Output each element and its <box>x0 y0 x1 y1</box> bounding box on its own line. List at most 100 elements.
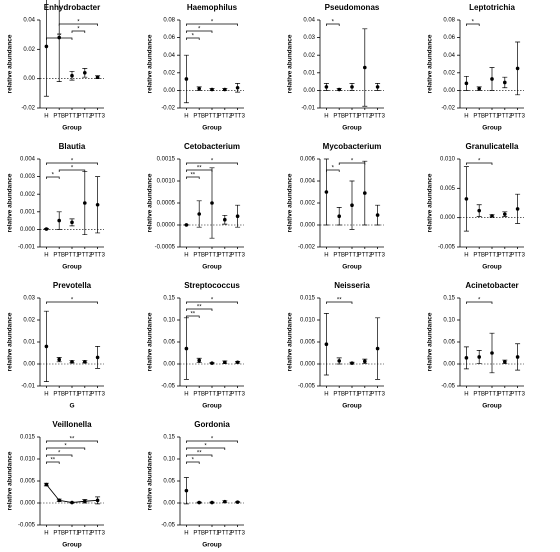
error-bar <box>56 0 62 82</box>
y-tick-label: 0.15 <box>443 296 455 302</box>
y-tick-label: 0.005 <box>20 479 36 485</box>
mean-dot <box>490 77 494 81</box>
y-tick-label: 0.010 <box>300 318 316 324</box>
x-tick-label: H <box>44 392 48 398</box>
mean-dot <box>375 85 380 89</box>
significance-bracket <box>186 301 238 304</box>
y-tick-label: 0.01 <box>23 340 35 346</box>
y-axis-label: relative abundance <box>287 173 294 232</box>
mean-dot <box>95 202 100 207</box>
x-tick-label: PTT1 <box>345 114 360 120</box>
y-tick-label: 0.05 <box>163 340 175 346</box>
mean-dot <box>235 214 240 218</box>
y-tick-label: 0.00 <box>163 501 175 507</box>
significance-label: * <box>211 20 214 26</box>
x-tick-label: PTT2 <box>77 531 92 537</box>
significance-bracket <box>186 169 213 172</box>
significance-bracket <box>58 23 98 26</box>
x-axis-label: Group <box>62 264 82 271</box>
mean-dot <box>184 77 189 81</box>
x-tick-label: H <box>44 114 48 120</box>
x-tick-label: PTT1 <box>345 253 360 259</box>
y-tick-label: 0.15 <box>163 296 175 302</box>
x-tick-label: PTB <box>53 392 65 398</box>
x-axis-label: Group <box>482 264 502 271</box>
mean-dot <box>70 73 74 78</box>
x-tick-label: PTB <box>473 253 485 259</box>
x-tick-label: PTT3 <box>510 253 525 259</box>
x-axis-label: Group <box>62 125 82 132</box>
mean-dot <box>490 214 494 218</box>
connect-line <box>46 484 98 504</box>
mean-dot <box>197 358 201 363</box>
significance-bracket <box>46 461 60 464</box>
mean-dot <box>223 499 227 504</box>
x-tick-label: PTT2 <box>497 253 512 259</box>
significance-label: * <box>77 20 80 26</box>
y-axis-label: relative abundance <box>7 312 14 371</box>
y-tick-label: 0.006 <box>300 157 316 163</box>
significance-bracket <box>46 447 86 450</box>
significance-label: ** <box>190 173 195 179</box>
significance-label: * <box>478 298 481 304</box>
x-tick-label: PTB <box>333 253 345 259</box>
significance-bracket <box>186 440 238 443</box>
y-tick-label: 0.06 <box>443 35 455 41</box>
x-tick-label: PTB <box>53 253 65 259</box>
significance-label: * <box>332 166 335 172</box>
x-tick-label: H <box>464 114 468 120</box>
y-tick-label: 0.0005 <box>157 201 176 207</box>
mean-dot <box>375 213 380 217</box>
y-tick-label: 0.010 <box>20 457 36 463</box>
y-tick-label: 0.000 <box>20 501 36 507</box>
y-tick-label: 0.005 <box>440 186 456 192</box>
mean-dot <box>515 66 520 71</box>
significance-label: * <box>472 20 475 26</box>
significance-label: * <box>204 444 207 450</box>
x-tick-label: PTT3 <box>90 253 105 259</box>
y-tick-label: 0.015 <box>20 435 36 441</box>
y-tick-label: 0.0010 <box>157 179 176 185</box>
panel-title: Leptotrichia <box>469 3 515 12</box>
y-tick-label: 0.001 <box>20 209 36 215</box>
mean-dot <box>57 218 61 223</box>
panel-title: Prevotella <box>53 281 92 290</box>
significance-bracket <box>466 23 480 26</box>
panel-title: Veillonella <box>52 420 92 429</box>
y-tick-label: 0.000 <box>300 362 316 368</box>
mean-dot <box>477 86 482 91</box>
y-tick-label: 0.03 <box>303 35 315 41</box>
mean-dot <box>184 223 189 227</box>
x-tick-label: PTT2 <box>497 114 512 120</box>
mean-dot <box>235 360 240 365</box>
y-tick-label: 0.00 <box>163 88 175 94</box>
y-tick-label: 0.002 <box>20 192 36 198</box>
y-tick-label: -0.01 <box>301 106 315 112</box>
mean-dot <box>95 498 100 503</box>
y-tick-label: -0.01 <box>21 384 35 390</box>
significance-label: * <box>192 458 195 464</box>
significance-bracket <box>46 454 73 457</box>
x-tick-label: PTT1 <box>485 392 500 398</box>
y-tick-label: 0.05 <box>163 479 175 485</box>
significance-bracket <box>186 454 213 457</box>
x-tick-label: PTT3 <box>230 392 245 398</box>
panel-title: Blautia <box>59 142 86 151</box>
x-tick-label: PTT1 <box>485 114 500 120</box>
panel-title: Gordonia <box>194 420 230 429</box>
significance-label: * <box>351 159 354 165</box>
x-tick-label: PTT3 <box>230 114 245 120</box>
y-axis-label: relative abundance <box>7 173 14 232</box>
significance-label: * <box>211 437 214 443</box>
mean-dot <box>44 227 49 231</box>
significance-label: * <box>77 27 80 33</box>
x-tick-label: H <box>464 253 468 259</box>
significance-label: * <box>478 159 481 165</box>
y-tick-label: 0.000 <box>20 227 36 233</box>
mean-dot <box>70 360 74 364</box>
significance-bracket <box>186 447 226 450</box>
x-tick-label: PTT1 <box>65 392 80 398</box>
significance-label: * <box>211 298 214 304</box>
significance-label: * <box>198 27 201 33</box>
x-tick-label: PTT2 <box>77 253 92 259</box>
